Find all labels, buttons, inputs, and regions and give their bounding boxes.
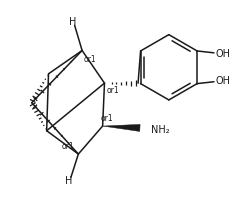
Text: OH: OH [215,49,229,59]
Text: or1: or1 [61,142,74,151]
Text: H: H [69,17,76,27]
Text: or1: or1 [84,55,96,64]
Text: or1: or1 [100,114,113,123]
Polygon shape [102,124,139,131]
Text: H: H [65,176,72,186]
Text: NH₂: NH₂ [150,125,169,135]
Text: or1: or1 [106,86,118,95]
Text: OH: OH [215,76,229,86]
